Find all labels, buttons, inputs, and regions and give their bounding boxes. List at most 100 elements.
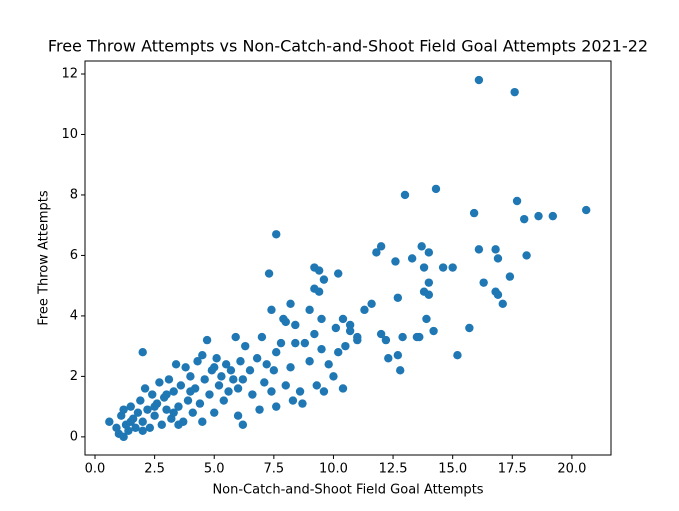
- point: [381, 335, 391, 345]
- point: [300, 338, 310, 348]
- point: [219, 396, 228, 405]
- point: [396, 366, 405, 375]
- point: [522, 251, 531, 260]
- point: [398, 332, 407, 342]
- x-tick-label: 7.5: [264, 462, 285, 477]
- x-tick-label: 15.0: [438, 462, 467, 477]
- point: [407, 254, 417, 263]
- point: [334, 269, 343, 278]
- y-tick-label: 10: [61, 127, 78, 142]
- point: [345, 320, 355, 330]
- point: [384, 354, 393, 363]
- point: [217, 372, 226, 381]
- point: [248, 390, 257, 399]
- point: [281, 317, 290, 327]
- point: [229, 375, 238, 384]
- y-axis-label: Free Throw Attempts: [37, 190, 52, 326]
- point: [415, 332, 424, 342]
- point: [119, 432, 128, 442]
- y-tick-label: 6: [70, 248, 78, 263]
- point: [422, 314, 431, 324]
- point: [291, 320, 300, 330]
- point: [493, 254, 503, 263]
- point: [424, 278, 434, 287]
- point: [341, 341, 350, 351]
- point: [314, 266, 324, 275]
- point: [400, 190, 410, 200]
- y-tick-label: 8: [70, 187, 78, 202]
- point: [548, 211, 558, 221]
- point: [491, 245, 500, 254]
- point: [260, 378, 269, 387]
- point: [319, 275, 329, 284]
- point: [465, 323, 474, 333]
- point: [124, 426, 133, 436]
- point: [150, 402, 159, 411]
- point: [143, 405, 152, 414]
- point: [469, 208, 479, 218]
- point: [233, 411, 243, 420]
- point: [226, 366, 236, 375]
- point: [186, 387, 195, 396]
- y-tick-label: 0: [70, 429, 78, 444]
- point: [429, 326, 438, 336]
- point: [305, 357, 314, 366]
- point: [138, 417, 147, 426]
- point: [291, 338, 300, 348]
- point: [221, 360, 231, 369]
- point: [338, 384, 348, 393]
- point: [312, 381, 321, 390]
- point: [233, 384, 243, 393]
- point: [376, 329, 386, 339]
- point: [512, 196, 522, 206]
- point: [505, 272, 515, 281]
- point: [126, 402, 135, 411]
- x-tick-label: 20.0: [557, 462, 586, 477]
- point: [224, 387, 233, 396]
- point: [140, 384, 150, 393]
- point: [198, 417, 207, 426]
- x-tick-label: 17.5: [498, 462, 527, 477]
- point: [353, 335, 362, 345]
- point: [417, 242, 426, 251]
- point: [105, 417, 114, 426]
- point: [150, 411, 159, 420]
- point: [174, 420, 183, 429]
- point: [319, 387, 329, 396]
- point: [138, 347, 147, 357]
- x-axis-label: Non-Catch-and-Shoot Field Goal Attempts: [212, 483, 483, 498]
- point: [376, 242, 386, 251]
- point: [393, 351, 403, 360]
- point: [169, 408, 178, 417]
- point: [231, 332, 240, 342]
- point: [193, 357, 202, 366]
- point: [298, 399, 307, 408]
- point: [272, 230, 281, 239]
- point: [493, 290, 503, 299]
- x-tick-label: 12.5: [379, 462, 408, 477]
- point: [238, 420, 248, 429]
- point: [171, 360, 181, 369]
- point: [162, 390, 171, 399]
- y-tick-label: 12: [61, 67, 78, 82]
- point: [186, 372, 195, 381]
- point: [262, 360, 271, 369]
- point: [255, 405, 264, 414]
- point: [188, 408, 197, 417]
- point: [200, 375, 209, 384]
- point: [272, 347, 281, 357]
- point: [510, 87, 519, 97]
- point: [338, 314, 348, 324]
- point: [214, 381, 224, 390]
- point: [345, 326, 355, 336]
- point: [195, 399, 205, 408]
- point: [238, 375, 248, 384]
- point: [264, 269, 274, 278]
- point: [372, 248, 381, 257]
- point: [474, 75, 484, 85]
- point: [210, 408, 219, 417]
- point: [138, 426, 147, 436]
- point: [286, 299, 295, 309]
- point: [183, 396, 193, 405]
